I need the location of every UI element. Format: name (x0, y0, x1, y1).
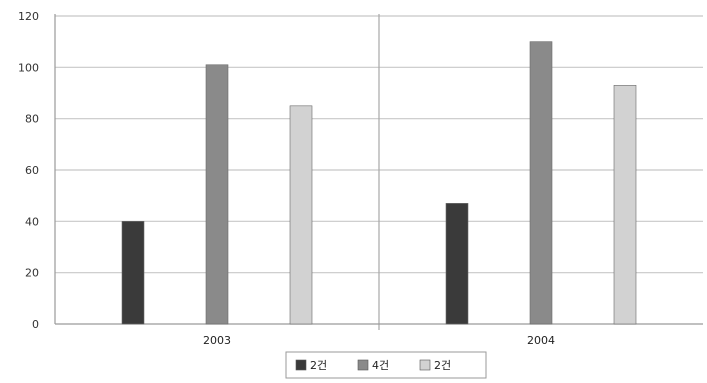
y-tick-label: 100 (18, 61, 39, 74)
x-axis-category-labels: 2003 2004 (203, 334, 555, 347)
legend-label: 2건 (434, 359, 451, 372)
grid-lines (55, 14, 703, 330)
legend: 2건 4건 2건 (285, 351, 487, 379)
bar-2003-series-3 (289, 105, 313, 325)
y-tick-label: 40 (25, 215, 39, 228)
legend-swatch (295, 359, 307, 371)
y-axis-tick-labels: 0 20 40 60 80 100 120 (18, 10, 39, 331)
y-tick-label: 60 (25, 164, 39, 177)
y-tick-label: 20 (25, 267, 39, 280)
legend-swatch (419, 359, 431, 371)
bar-2004-series-3 (613, 85, 637, 325)
bar-2004-series-1 (445, 203, 469, 325)
legend-box (285, 351, 487, 379)
legend-swatch (357, 359, 369, 371)
bar-2004-series-2 (529, 41, 553, 325)
bar-2003-series-1 (121, 221, 145, 325)
axes (54, 14, 703, 325)
bar-2003-series-2 (205, 64, 229, 325)
bars (121, 41, 637, 325)
x-category-label: 2003 (203, 334, 231, 347)
x-category-label: 2004 (527, 334, 555, 347)
y-tick-label: 0 (32, 318, 39, 331)
legend-label: 2건 (310, 359, 327, 372)
y-tick-label: 80 (25, 113, 39, 126)
y-tick-label: 120 (18, 10, 39, 23)
legend-label: 4건 (372, 359, 389, 372)
